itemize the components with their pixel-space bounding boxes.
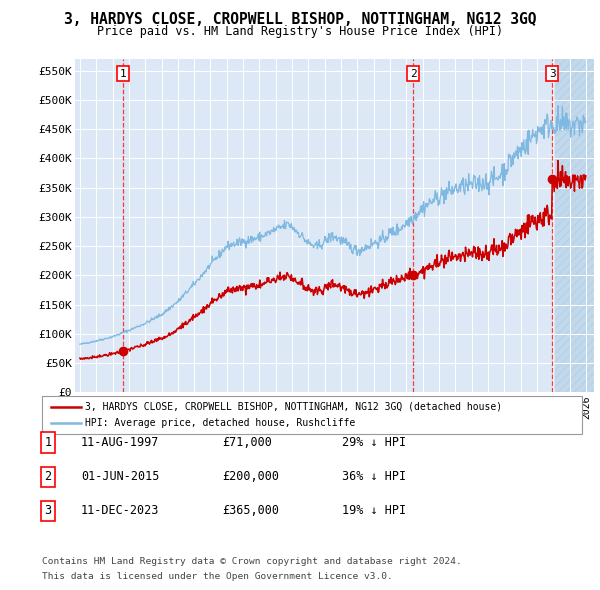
Text: 36% ↓ HPI: 36% ↓ HPI [342, 470, 406, 483]
Text: 3: 3 [44, 504, 52, 517]
Text: £365,000: £365,000 [222, 504, 279, 517]
Text: 1: 1 [44, 436, 52, 449]
Text: 2: 2 [410, 68, 416, 78]
Text: Price paid vs. HM Land Registry's House Price Index (HPI): Price paid vs. HM Land Registry's House … [97, 25, 503, 38]
Text: £71,000: £71,000 [222, 436, 272, 449]
Text: 1: 1 [119, 68, 126, 78]
Text: 3, HARDYS CLOSE, CROPWELL BISHOP, NOTTINGHAM, NG12 3GQ: 3, HARDYS CLOSE, CROPWELL BISHOP, NOTTIN… [64, 12, 536, 27]
Text: HPI: Average price, detached house, Rushcliffe: HPI: Average price, detached house, Rush… [85, 418, 355, 428]
Text: 2: 2 [44, 470, 52, 483]
Text: 11-DEC-2023: 11-DEC-2023 [81, 504, 160, 517]
Text: 11-AUG-1997: 11-AUG-1997 [81, 436, 160, 449]
Bar [554, 59, 600, 392]
Text: 3: 3 [549, 68, 556, 78]
Bar [554, 59, 600, 392]
Text: 3, HARDYS CLOSE, CROPWELL BISHOP, NOTTINGHAM, NG12 3GQ (detached house): 3, HARDYS CLOSE, CROPWELL BISHOP, NOTTIN… [85, 402, 502, 411]
Text: Contains HM Land Registry data © Crown copyright and database right 2024.: Contains HM Land Registry data © Crown c… [42, 558, 462, 566]
Text: 01-JUN-2015: 01-JUN-2015 [81, 470, 160, 483]
Text: 19% ↓ HPI: 19% ↓ HPI [342, 504, 406, 517]
Text: This data is licensed under the Open Government Licence v3.0.: This data is licensed under the Open Gov… [42, 572, 393, 581]
Text: 29% ↓ HPI: 29% ↓ HPI [342, 436, 406, 449]
Text: £200,000: £200,000 [222, 470, 279, 483]
